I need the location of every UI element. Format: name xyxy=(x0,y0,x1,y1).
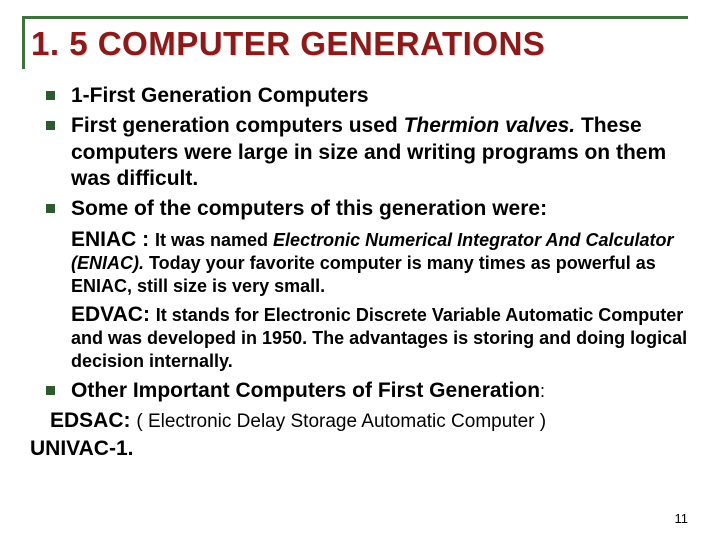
bullet-2: First generation computers used Thermion… xyxy=(46,113,692,192)
bullet-3: Some of the computers of this generation… xyxy=(46,196,692,222)
eniac-body-1: It was named xyxy=(155,230,273,250)
text-span-italic: Thermion valves. xyxy=(404,114,581,137)
bullet-other: Other Important Computers of First Gener… xyxy=(46,378,692,404)
eniac-body-3: Today your favorite computer is many tim… xyxy=(71,253,656,296)
bullet-3-text: Some of the computers of this generation… xyxy=(71,196,547,222)
univac-text: UNIVAC-1. xyxy=(30,437,133,460)
edsac-body: ( Electronic Delay Storage Automatic Com… xyxy=(136,411,546,432)
title-frame: 1. 5 COMPUTER GENERATIONS xyxy=(22,16,688,69)
page-number: 11 xyxy=(675,511,689,526)
bullet-2-text: First generation computers used Thermion… xyxy=(71,113,692,192)
bullet-icon xyxy=(46,204,55,213)
page-title: 1. 5 COMPUTER GENERATIONS xyxy=(31,25,688,63)
bullet-icon xyxy=(46,121,55,130)
bullet-icon xyxy=(46,386,55,395)
bullet-icon xyxy=(46,91,55,100)
edvac-body: It stands for Electronic Discrete Variab… xyxy=(71,305,687,371)
edsac-lead: EDSAC: xyxy=(50,409,136,432)
edsac-line: EDSAC: ( Electronic Delay Storage Automa… xyxy=(46,409,692,433)
edvac-block: EDVAC: It stands for Electronic Discrete… xyxy=(71,303,692,372)
univac-line: UNIVAC-1. xyxy=(26,437,692,461)
bullet-1: 1-First Generation Computers xyxy=(46,83,692,109)
other-heading-line: Other Important Computers of First Gener… xyxy=(71,378,545,404)
eniac-block: ENIAC : It was named Electronic Numerica… xyxy=(71,228,692,297)
eniac-lead: ENIAC : xyxy=(71,228,155,251)
content-area: 1-First Generation Computers First gener… xyxy=(22,83,698,461)
edvac-lead: EDVAC: xyxy=(71,303,156,326)
other-colon: : xyxy=(540,381,545,401)
other-heading: Other Important Computers of First Gener… xyxy=(71,379,540,402)
bullet-1-text: 1-First Generation Computers xyxy=(71,83,369,109)
text-span: First generation computers used xyxy=(71,114,404,137)
